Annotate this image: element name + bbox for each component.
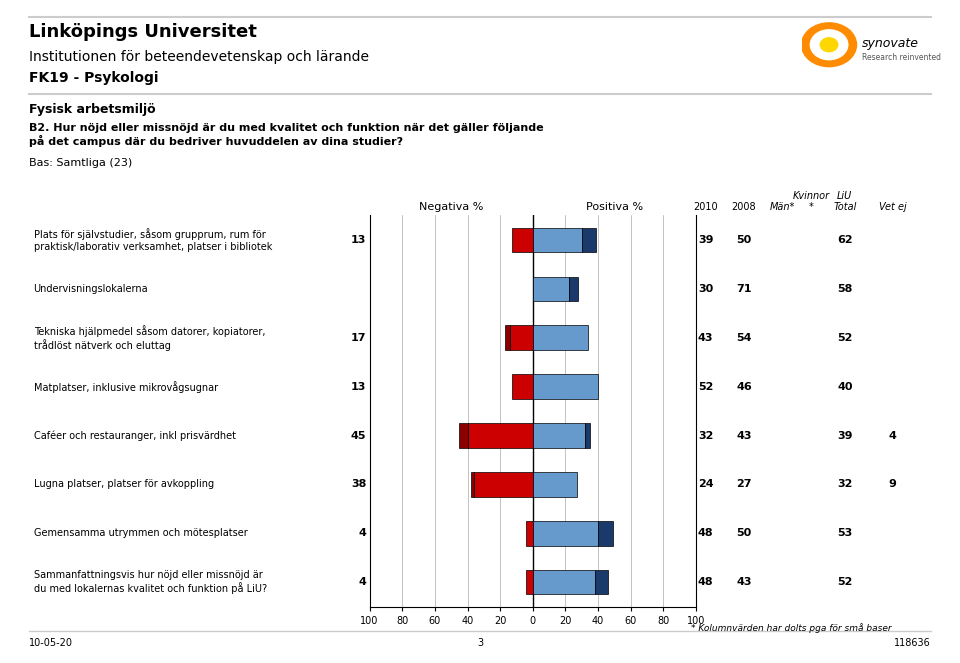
Text: Caféer och restauranger, inkl prisvärdhet: Caféer och restauranger, inkl prisvärdhe… — [34, 430, 235, 441]
Bar — [533, 375, 598, 399]
Text: 52: 52 — [698, 382, 713, 392]
Bar — [512, 227, 533, 252]
Bar — [470, 472, 474, 497]
Text: Bas: Samtliga (23): Bas: Samtliga (23) — [29, 158, 132, 168]
Text: Lugna platser, platser för avkoppling: Lugna platser, platser för avkoppling — [34, 479, 214, 489]
Text: 48: 48 — [698, 577, 713, 587]
Text: synovate: synovate — [861, 37, 919, 50]
Text: Institutionen för beteendevetenskap och lärande: Institutionen för beteendevetenskap och … — [29, 50, 369, 64]
Text: 50: 50 — [736, 528, 752, 538]
Text: Gemensamma utrymmen och mötesplatser: Gemensamma utrymmen och mötesplatser — [34, 528, 248, 538]
Bar — [595, 570, 608, 595]
Text: 39: 39 — [698, 235, 713, 245]
Bar — [568, 276, 579, 301]
Text: * Kolumnvärden har dolts pga för små baser: * Kolumnvärden har dolts pga för små bas… — [691, 623, 892, 633]
Text: 43: 43 — [736, 577, 752, 587]
Bar — [582, 227, 596, 252]
Text: 52: 52 — [837, 333, 852, 343]
Text: 32: 32 — [698, 430, 713, 440]
Text: Positiva %: Positiva % — [586, 202, 643, 212]
Bar — [512, 375, 533, 399]
Text: 30: 30 — [698, 284, 713, 294]
Text: 45: 45 — [350, 430, 367, 440]
Bar — [533, 326, 588, 350]
Text: Research reinvented: Research reinvented — [861, 53, 941, 62]
Text: 43: 43 — [698, 333, 713, 343]
Text: 52: 52 — [837, 577, 852, 587]
Text: 2008: 2008 — [732, 202, 756, 212]
Text: 71: 71 — [736, 284, 752, 294]
Text: 10-05-20: 10-05-20 — [29, 638, 73, 648]
Text: Matplatser, inklusive mikrovågsugnar: Matplatser, inklusive mikrovågsugnar — [34, 381, 218, 392]
Text: Sammanfattningsvis hur nöjd eller missnöjd är
du med lokalernas kvalitet och fun: Sammanfattningsvis hur nöjd eller missnö… — [34, 570, 267, 594]
Bar — [533, 570, 595, 595]
Text: 62: 62 — [837, 235, 852, 245]
Text: Vet ej: Vet ej — [879, 202, 906, 212]
Text: 17: 17 — [350, 333, 367, 343]
Bar — [533, 521, 598, 546]
Text: LiU
Total: LiU Total — [833, 190, 856, 212]
Text: 4: 4 — [358, 528, 367, 538]
Text: 4: 4 — [358, 577, 367, 587]
Text: 40: 40 — [837, 382, 852, 392]
Bar — [533, 423, 585, 448]
Text: 43: 43 — [736, 430, 752, 440]
Text: Tekniska hjälpmedel såsom datorer, kopiatorer,
trådlöst nätverk och eluttag: Tekniska hjälpmedel såsom datorer, kopia… — [34, 325, 265, 351]
Text: 13: 13 — [351, 382, 367, 392]
Circle shape — [810, 30, 848, 60]
Text: 53: 53 — [837, 528, 852, 538]
Bar — [533, 227, 582, 252]
Bar — [526, 521, 533, 546]
Text: Linköpings Universitet: Linköpings Universitet — [29, 23, 256, 41]
Text: B2. Hur nöjd eller missnöjd är du med kvalitet och funktion när det gäller följa: B2. Hur nöjd eller missnöjd är du med kv… — [29, 123, 543, 147]
Text: 58: 58 — [837, 284, 852, 294]
Text: 3: 3 — [477, 638, 483, 648]
Text: 9: 9 — [889, 479, 897, 489]
Bar — [459, 423, 468, 448]
Text: Negativa %: Negativa % — [419, 202, 484, 212]
Bar — [533, 276, 568, 301]
Circle shape — [802, 23, 856, 66]
Bar — [533, 472, 577, 497]
Text: 13: 13 — [351, 235, 367, 245]
Text: Kvinnor
*: Kvinnor * — [793, 190, 829, 212]
Text: 48: 48 — [698, 528, 713, 538]
Text: Plats för självstudier, såsom grupprum, rum för
praktisk/laborativ verksamhet, p: Plats för självstudier, såsom grupprum, … — [34, 228, 272, 252]
Text: Fysisk arbetsmiljö: Fysisk arbetsmiljö — [29, 103, 156, 116]
Text: 27: 27 — [736, 479, 752, 489]
Text: 50: 50 — [736, 235, 752, 245]
Bar — [505, 326, 510, 350]
Text: 46: 46 — [736, 382, 752, 392]
Text: Män*: Män* — [770, 202, 795, 212]
Text: 54: 54 — [736, 333, 752, 343]
Text: 39: 39 — [837, 430, 852, 440]
Text: 2010: 2010 — [693, 202, 718, 212]
Text: 38: 38 — [351, 479, 367, 489]
Text: 32: 32 — [837, 479, 852, 489]
Bar — [585, 423, 589, 448]
Bar — [474, 472, 533, 497]
Text: 24: 24 — [698, 479, 713, 489]
Bar — [598, 521, 612, 546]
Text: 118636: 118636 — [895, 638, 931, 648]
Text: 4: 4 — [889, 430, 897, 440]
Text: Undervisningslokalerna: Undervisningslokalerna — [34, 284, 148, 294]
Bar — [510, 326, 533, 350]
Bar — [526, 570, 533, 595]
Text: FK19 - Psykologi: FK19 - Psykologi — [29, 71, 158, 85]
Bar — [468, 423, 533, 448]
Circle shape — [820, 38, 838, 52]
